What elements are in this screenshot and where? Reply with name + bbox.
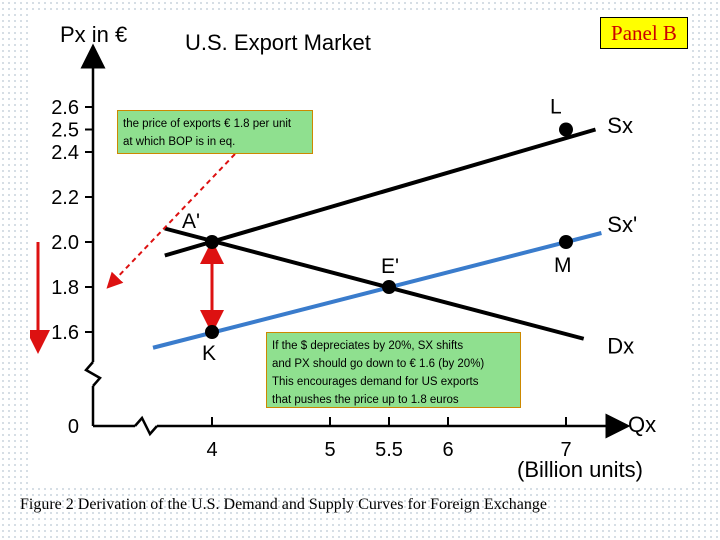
chart-title: U.S. Export Market [185, 30, 371, 55]
depreciation-note-line-4: that pushes the price up to 1.8 euros [272, 394, 459, 406]
supply-curve-sx-shifted [152, 231, 602, 350]
point-label: L [550, 96, 562, 119]
equilibrium-note: the price of exports € 1.8 per unit at w… [117, 110, 313, 154]
supply-curve-sx-shifted-label: Sx' [607, 212, 637, 237]
y-tick-label: 2.6 [51, 97, 79, 119]
x-axis-break [134, 415, 158, 437]
x-tick-label: 6 [442, 439, 453, 461]
demand-curve-dx [164, 226, 585, 341]
axes: 1.6 1.8 2.0 2.2 2.42.52.6 0 4 5 5.5 6 7 [51, 43, 631, 461]
y-tick-label: 1.8 [51, 277, 79, 299]
chart-panel: 1.6 1.8 2.0 2.2 2.4 2.5 2.6 0 4 5 5.5 6 7 Px in € U.S… [30, 12, 690, 487]
point-marker [559, 122, 573, 137]
arrows [30, 153, 236, 354]
y-tick-label: 2.4 [51, 142, 79, 164]
point-label: A' [182, 210, 200, 233]
equilibrium-note-line-1: the price of exports € 1.8 per unit [123, 118, 292, 130]
x-axis-title: Qx [628, 412, 656, 437]
point-label: E' [381, 255, 399, 278]
equilibrium-note-line-2: at which BOP is in eq. [123, 136, 236, 148]
depreciation-note-line-3: This encourages demand for US exports [272, 376, 479, 388]
depreciation-note-line-2: and PX should go down to € 1.6 (by 20%) [272, 358, 485, 370]
labels: Px in € U.S. Export Market Qx (Billion unit… [60, 22, 656, 482]
panel-label: Panel B [600, 17, 688, 49]
chart-svg: 1.6 1.8 2.0 2.2 2.42.52.6 0 4 5 5.5 6 7 Px in € U.S… [30, 22, 656, 482]
x-tick-label: 4 [206, 439, 217, 461]
y-origin-label: 0 [68, 416, 79, 438]
depreciation-note-line-1: If the $ depreciates by 20%, SX shifts [272, 340, 464, 352]
y-tick-label: 2.2 [51, 187, 79, 209]
x-axis-unit: (Billion units) [517, 457, 643, 482]
y-tick-label: 2.5 [51, 120, 79, 142]
curves [152, 127, 602, 350]
point-marker [382, 280, 396, 294]
y-axis-break [84, 361, 102, 387]
x-tick-label: 5 [324, 439, 335, 461]
point-marker [205, 235, 219, 249]
note-pointer-arrow [106, 153, 236, 289]
y-tick-label: 2.0 [51, 232, 79, 254]
point-marker [205, 325, 219, 339]
point-label: M [554, 254, 572, 277]
demand-curve-dx-label: Dx [607, 334, 634, 359]
depreciation-note: If the $ depreciates by 20%, SX shifts a… [266, 332, 521, 408]
y-tick-label: 1.6 [51, 322, 79, 344]
points [205, 122, 573, 339]
supply-curve-sx [164, 127, 597, 258]
x-tick-label: 5.5 [375, 439, 403, 461]
point-marker [559, 235, 573, 249]
figure-caption: Figure 2 Derivation of the U.S. Demand a… [20, 496, 548, 513]
x-tick-label: 7 [560, 439, 571, 461]
y-axis-title: Px in € [60, 22, 127, 47]
point-label: K [202, 342, 216, 365]
supply-curve-sx-label: Sx [607, 113, 633, 138]
